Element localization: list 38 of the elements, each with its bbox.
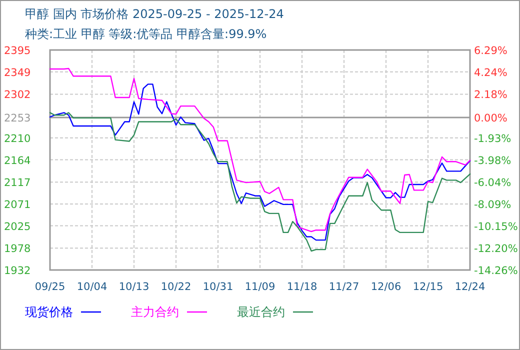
y-tick-label: 2210 (4, 132, 31, 145)
y-tick-label: 2164 (4, 154, 32, 167)
y-tick-label: 2253 (4, 112, 31, 124)
x-tick-label: 12/24 (454, 281, 486, 293)
y2-tick-label: 4.24% (474, 66, 508, 79)
y-tick-label: 2395 (4, 45, 31, 57)
x-tick-label: 11/18 (286, 281, 318, 293)
x-tick-label: 09/25 (34, 281, 66, 293)
y-tick-label: 2071 (4, 198, 31, 211)
y2-tick-label: -6.04% (474, 177, 512, 189)
y2-tick-label: -14.26% (474, 265, 518, 277)
y2-tick-label: 2.18% (474, 89, 508, 101)
y-tick-label: 2302 (4, 89, 31, 102)
y-tick-label: 1978 (4, 243, 31, 256)
y2-tick-label: -3.98% (474, 154, 512, 167)
y-tick-label: 2349 (4, 66, 31, 79)
x-tick-label: 10/13 (118, 281, 150, 293)
y2-tick-label: -8.09% (474, 198, 512, 211)
y2-tick-label: -1.93% (474, 133, 512, 145)
x-tick-label: 10/31 (202, 281, 234, 293)
legend-label: 最近合约 (237, 305, 285, 319)
x-tick-label: 11/27 (328, 281, 360, 293)
x-tick-label: 12/06 (370, 281, 402, 293)
x-tick-label: 10/22 (160, 281, 192, 293)
subtitle: 种类:工业 甲醇 等级:优等品 甲醇含量:99.9% (25, 27, 267, 41)
legend-label: 主力合约 (131, 305, 179, 319)
y2-tick-label: 0.00% (474, 112, 508, 124)
x-tick-label: 12/15 (412, 281, 444, 293)
legend-label: 现货价格 (25, 305, 73, 319)
y2-tick-label: -10.15% (474, 221, 518, 233)
title: 甲醇 国内 市场价格 2025-09-25 - 2025-12-24 (25, 7, 284, 21)
x-tick-label: 11/09 (244, 281, 276, 293)
y2-tick-label: 6.29% (474, 45, 508, 57)
y-tick-label: 1932 (4, 265, 31, 277)
x-tick-label: 10/04 (76, 281, 108, 293)
y2-tick-label: -12.20% (474, 242, 518, 255)
y-tick-label: 2025 (4, 220, 31, 233)
y-tick-label: 2117 (4, 177, 31, 190)
